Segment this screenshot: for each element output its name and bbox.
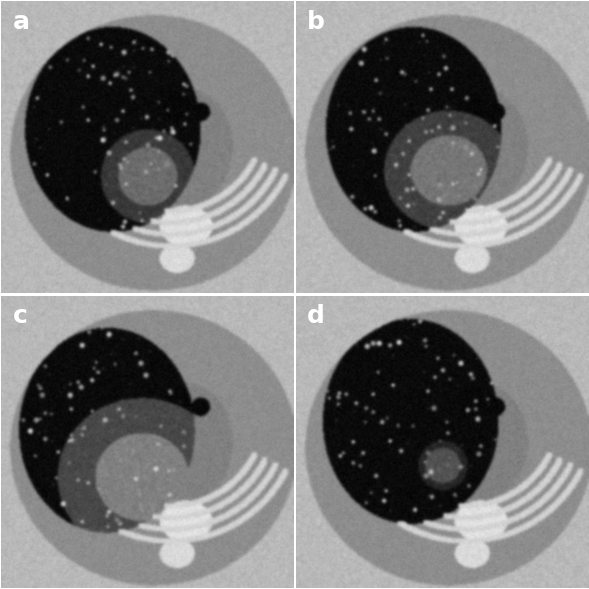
Text: a: a: [13, 10, 30, 34]
Text: d: d: [307, 305, 325, 329]
Text: c: c: [13, 305, 28, 329]
Text: b: b: [307, 10, 325, 34]
